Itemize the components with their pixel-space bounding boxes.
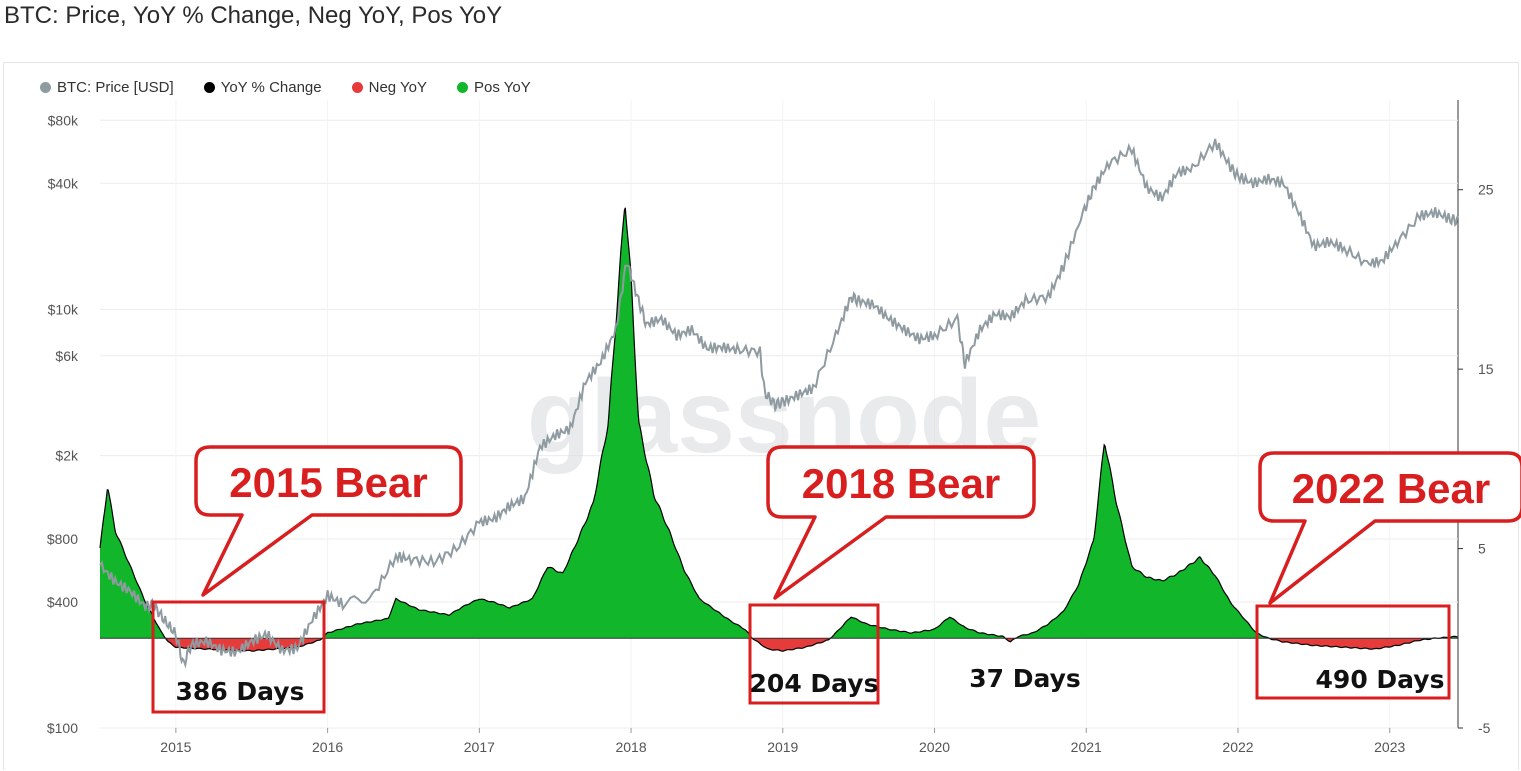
legend-item-btc-price[interactable]: BTC: Price [USD] [40, 79, 174, 96]
bear-days-label: 204 Days [750, 669, 879, 698]
page-title: BTC: Price, YoY % Change, Neg YoY, Pos Y… [4, 2, 503, 29]
y-right-tick-label: -5 [1478, 720, 1491, 736]
legend-dot-icon [351, 82, 363, 93]
y-left-tick-label: $2k [55, 448, 79, 464]
y-right-tick-label: 5 [1478, 541, 1486, 557]
y-left-tick-label: $40k [48, 175, 79, 191]
legend-item-pos-yoy[interactable]: Pos YoY [457, 79, 531, 96]
y-left-tick-label: $100 [47, 720, 78, 736]
bear-callout-bubble [766, 445, 1036, 600]
bear-days-label: 386 Days [176, 677, 305, 706]
legend-label: BTC: Price [USD] [57, 79, 174, 96]
bear-callout-label: 2018 Bear [802, 460, 1001, 507]
x-tick-label: 2016 [312, 739, 343, 755]
bear-callout-label: 2015 Bear [229, 459, 428, 506]
yoy-change-line [99, 207, 1458, 652]
y-right-tick-label: 25 [1478, 182, 1494, 198]
x-tick-label: 2020 [919, 739, 950, 755]
chart-legend: BTC: Price [USD] YoY % Change Neg YoY Po… [40, 79, 531, 96]
bear-callout-label: 2022 Bear [1292, 465, 1491, 512]
y-left-tick-label: $6k [55, 348, 79, 364]
bear-days-label: 37 Days [969, 664, 1081, 693]
pos-yoy-area [100, 207, 1458, 639]
legend-label: Neg YoY [368, 79, 427, 96]
legend-label: Pos YoY [474, 79, 531, 96]
btc-price-line [99, 138, 1459, 669]
legend-dot-icon [40, 82, 51, 93]
bear-period-box [151, 600, 326, 714]
bear-period-box [1255, 604, 1451, 700]
y-left-tick-label: $80k [48, 112, 79, 128]
chart-panel [3, 62, 1519, 770]
legend-dot-icon [457, 82, 468, 93]
x-tick-label: 2017 [464, 739, 495, 755]
x-tick-label: 2021 [1071, 739, 1102, 755]
x-tick-label: 2015 [160, 739, 191, 755]
legend-label: YoY % Change [220, 79, 322, 96]
y-right-tick-label: 15 [1478, 361, 1494, 377]
legend-dot-icon [203, 82, 215, 93]
legend-item-neg-yoy[interactable]: Neg YoY [351, 79, 427, 96]
x-tick-label: 2018 [615, 739, 646, 755]
y-left-tick-label: $400 [47, 594, 78, 610]
neg-yoy-area [100, 638, 1458, 652]
bear-days-label: 490 Days [1316, 665, 1445, 694]
x-tick-label: 2022 [1222, 739, 1253, 755]
y-left-tick-label: $800 [47, 531, 78, 547]
y-left-tick-label: $10k [48, 301, 79, 317]
x-tick-label: 2019 [767, 739, 798, 755]
bear-callout-bubble [194, 445, 463, 597]
legend-item-yoy-change[interactable]: YoY % Change [203, 79, 322, 96]
bear-period-box [748, 603, 880, 705]
x-tick-label: 2023 [1374, 739, 1405, 755]
